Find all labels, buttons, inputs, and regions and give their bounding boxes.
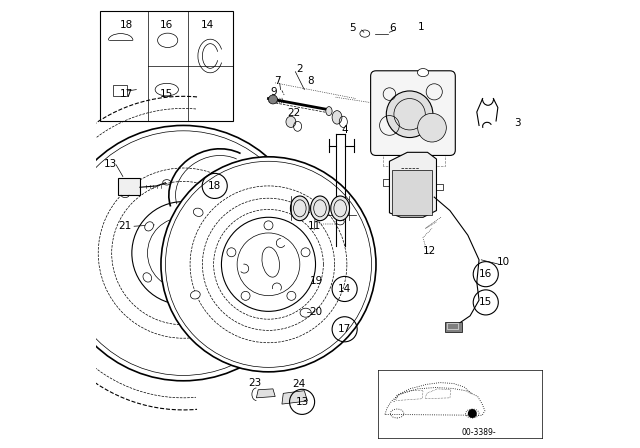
Text: 00-3389-: 00-3389- <box>461 428 496 437</box>
Text: 10: 10 <box>497 257 510 267</box>
Text: 15: 15 <box>160 89 173 99</box>
Circle shape <box>161 157 376 372</box>
Text: 17: 17 <box>338 324 351 334</box>
Text: 23: 23 <box>248 378 262 388</box>
Polygon shape <box>282 391 307 404</box>
Polygon shape <box>389 152 436 217</box>
FancyBboxPatch shape <box>371 71 455 155</box>
Circle shape <box>301 248 310 257</box>
Text: 11: 11 <box>308 221 321 231</box>
Ellipse shape <box>332 111 342 124</box>
Text: 14: 14 <box>338 284 351 294</box>
Ellipse shape <box>417 69 429 77</box>
Ellipse shape <box>310 196 330 221</box>
Circle shape <box>132 202 235 305</box>
Text: 22: 22 <box>287 108 301 118</box>
Text: 16: 16 <box>160 20 173 30</box>
Circle shape <box>221 217 316 311</box>
Text: 9: 9 <box>271 87 277 97</box>
Text: 20: 20 <box>309 307 322 317</box>
Circle shape <box>56 125 311 381</box>
Text: 1: 1 <box>417 22 424 32</box>
Text: 12: 12 <box>423 246 436 256</box>
Text: 8: 8 <box>307 76 314 86</box>
Ellipse shape <box>223 250 231 259</box>
Ellipse shape <box>326 107 332 116</box>
Bar <box>392 170 432 215</box>
Ellipse shape <box>143 273 152 282</box>
Circle shape <box>418 113 446 142</box>
Circle shape <box>387 91 433 138</box>
Circle shape <box>227 248 236 257</box>
Ellipse shape <box>286 116 296 128</box>
Ellipse shape <box>193 208 203 216</box>
Circle shape <box>264 221 273 230</box>
Text: 24: 24 <box>292 379 305 389</box>
Bar <box>100 11 233 121</box>
Text: 16: 16 <box>479 269 492 279</box>
Text: 19: 19 <box>310 276 323 286</box>
Circle shape <box>287 291 296 300</box>
Text: 3: 3 <box>514 118 520 128</box>
Text: 18: 18 <box>120 20 133 30</box>
Text: 5: 5 <box>349 23 356 33</box>
Text: 2: 2 <box>296 64 303 73</box>
Ellipse shape <box>262 247 280 277</box>
Text: 13: 13 <box>104 159 117 168</box>
Text: 13: 13 <box>296 397 308 407</box>
Text: 17: 17 <box>120 89 133 99</box>
Text: 6: 6 <box>389 23 396 33</box>
Text: 18: 18 <box>208 181 221 191</box>
Circle shape <box>468 409 477 418</box>
Circle shape <box>269 95 278 104</box>
Bar <box>118 178 140 195</box>
Bar <box>445 322 461 332</box>
Bar <box>447 323 458 329</box>
Text: 4: 4 <box>341 125 348 135</box>
Text: 15: 15 <box>479 297 492 307</box>
Bar <box>113 85 127 96</box>
Ellipse shape <box>191 291 200 299</box>
Polygon shape <box>257 389 275 398</box>
Text: 14: 14 <box>200 20 214 30</box>
Text: 21: 21 <box>118 221 132 231</box>
Circle shape <box>241 291 250 300</box>
Ellipse shape <box>291 196 309 221</box>
Ellipse shape <box>145 222 154 231</box>
Text: 7: 7 <box>274 76 281 86</box>
Ellipse shape <box>331 196 349 221</box>
